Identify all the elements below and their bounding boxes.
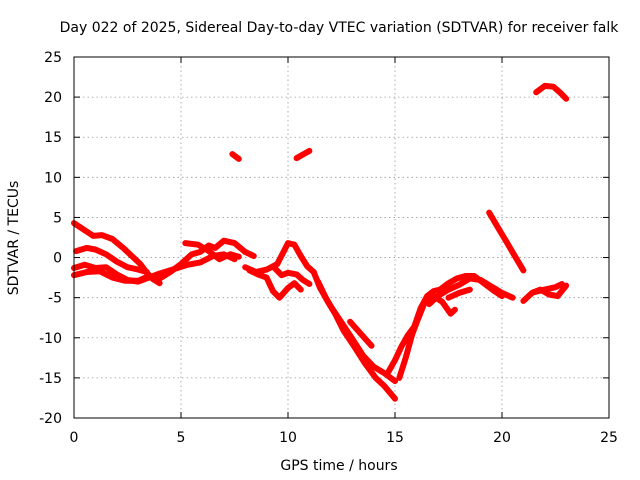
series-line-trace-5 <box>154 237 257 283</box>
x-tick-label: 0 <box>70 430 79 446</box>
series-line-trace-21 <box>293 147 313 162</box>
y-tick-label: 25 <box>44 50 62 66</box>
x-tick-label: 15 <box>386 430 404 446</box>
y-tick-label: -15 <box>39 371 62 387</box>
x-tick-label: 10 <box>279 430 297 446</box>
x-axis-label: GPS time / hours <box>280 458 397 474</box>
series-line-trace-15 <box>426 275 516 308</box>
series-line-trace-4 <box>71 268 152 284</box>
series-line-trace-8 <box>246 267 304 301</box>
series-line-trace-16 <box>445 286 473 301</box>
series-line-trace-2 <box>73 244 150 275</box>
x-tick-label: 25 <box>600 430 618 446</box>
y-tick-label: 15 <box>44 130 62 146</box>
series-line-trace-9 <box>270 263 313 287</box>
series-line-trace-17 <box>486 209 527 274</box>
series-line-trace-22 <box>533 82 570 102</box>
x-tick-label: 20 <box>493 430 511 446</box>
axis-ticks: 0 5 10 15 20 25 -20 -15 -10 -5 0 5 10 15 20 25 <box>39 50 618 446</box>
x-tick-label: 5 <box>177 430 186 446</box>
series-line-trace-12 <box>347 318 375 349</box>
grid <box>74 57 609 418</box>
y-tick-label: -10 <box>39 331 62 347</box>
y-tick-label: 0 <box>53 251 62 267</box>
y-tick-label: -20 <box>39 411 62 427</box>
y-tick-label: 10 <box>44 170 62 186</box>
series-line-trace-11 <box>315 278 398 402</box>
y-tick-label: 20 <box>44 90 62 106</box>
series-line-trace-19 <box>531 281 565 296</box>
data-series <box>71 82 570 402</box>
series-line-trace-3 <box>71 251 238 285</box>
y-tick-label: -5 <box>48 291 62 307</box>
series-line-trace-20 <box>229 151 242 162</box>
series-line-trace-6 <box>182 240 242 263</box>
series-line-trace-14 <box>396 293 458 381</box>
plot-frame <box>73 56 610 419</box>
series-line-trace-7 <box>242 240 317 275</box>
y-axis-label: SDTVAR / TECUs <box>6 181 22 296</box>
y-tick-label: 5 <box>53 210 62 226</box>
chart-title: Day 022 of 2025, Sidereal Day-to-day VTE… <box>60 20 620 36</box>
